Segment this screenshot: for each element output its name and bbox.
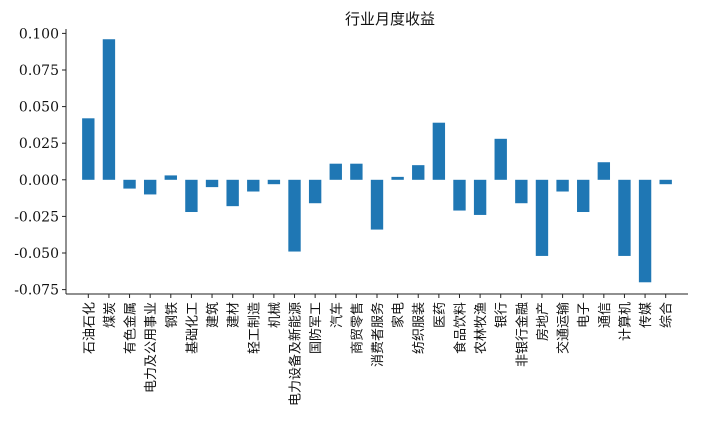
x-tick-label: 机械	[268, 302, 283, 328]
bar	[102, 39, 116, 180]
bar	[123, 179, 136, 189]
x-axis: 石油石化 煤炭 有色金属 电力及公用事业 钢铁 基础化工 建筑 建材 轻工制造 机械 电力设备及新能…	[66, 293, 688, 406]
x-tick-label: 消费者服务	[370, 302, 386, 367]
x-tick-label: 家电	[391, 302, 407, 328]
y-tick-label: -0.050	[14, 246, 59, 262]
x-tick-label: 综合	[660, 302, 675, 328]
x-tick-label: 房地产	[535, 302, 551, 341]
bar	[185, 179, 198, 213]
bar	[473, 179, 487, 215]
bar	[205, 179, 219, 188]
x-tick-label: 电子	[577, 302, 592, 328]
bar	[308, 179, 322, 204]
x-tick-label: 交通运输	[556, 302, 572, 354]
y-tick-label: -0.075	[14, 283, 59, 299]
y-axis: 0.100 0.075 0.050 0.025 0.000 -0.025 -0.050 -0.…	[14, 26, 67, 299]
x-tick-label: 食品饮料	[452, 302, 468, 354]
bar	[659, 179, 672, 185]
bar	[453, 179, 466, 211]
y-tick-label: 0.050	[19, 100, 59, 116]
x-tick-label: 商贸零售	[349, 302, 365, 354]
bar	[432, 122, 446, 180]
bar	[494, 138, 507, 180]
x-tick-label: 轻工制造	[247, 302, 262, 354]
bar	[329, 163, 342, 180]
x-tick-label: 电力设备及新能源	[288, 302, 304, 406]
bar	[370, 179, 384, 230]
bar	[226, 179, 239, 207]
x-tick-label: 农林牧渔	[474, 302, 489, 354]
bar	[638, 179, 652, 283]
y-tick-label: 0.000	[19, 173, 59, 189]
x-tick-label: 医药	[433, 302, 448, 328]
bar	[556, 179, 569, 192]
bar	[515, 179, 528, 204]
bar	[597, 162, 611, 180]
x-tick-label: 电力及公用事业	[144, 302, 159, 393]
y-tick-label: 0.025	[19, 136, 59, 152]
bar	[618, 179, 631, 256]
x-tick-label: 国防军工	[308, 302, 324, 354]
bars-group	[82, 39, 672, 283]
x-tick-label: 有色金属	[123, 302, 139, 354]
bar	[412, 165, 425, 180]
x-tick-label: 煤炭	[103, 302, 118, 328]
x-tick-label: 传媒	[639, 302, 654, 328]
bar	[577, 179, 590, 213]
bar	[143, 179, 157, 195]
x-tick-label: 钢铁	[165, 302, 180, 328]
bar	[288, 179, 301, 252]
x-tick-label: 通信	[598, 302, 613, 328]
bar	[267, 179, 281, 185]
bar	[391, 176, 404, 180]
bar	[164, 175, 177, 180]
x-tick-label: 银行	[495, 302, 510, 328]
y-tick-label: -0.025	[14, 209, 59, 225]
bar	[350, 163, 363, 180]
y-tick-label: 0.100	[19, 26, 59, 42]
bar	[82, 118, 95, 180]
y-tick-label: 0.075	[19, 63, 59, 79]
x-tick-label: 汽车	[329, 302, 345, 328]
chart-title: 行业月度收益	[345, 10, 435, 28]
x-tick-label: 建筑	[205, 302, 221, 328]
bar	[247, 179, 260, 192]
x-tick-label: 石油石化	[82, 302, 97, 354]
x-tick-label: 建材	[227, 302, 242, 328]
x-tick-label: 基础化工	[185, 302, 200, 354]
x-tick-label: 计算机	[618, 302, 633, 341]
bar	[535, 179, 549, 256]
x-tick-label: 纺织服装	[412, 302, 427, 354]
x-tick-label: 非银行金融	[514, 302, 530, 367]
